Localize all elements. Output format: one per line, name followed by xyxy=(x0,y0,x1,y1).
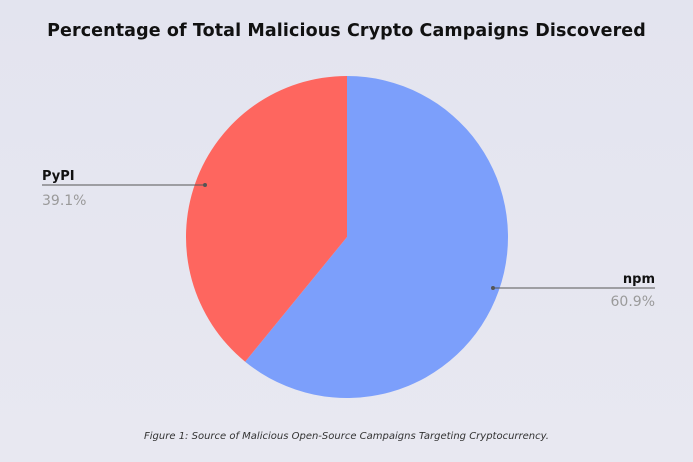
pie-slice-npm xyxy=(245,76,508,398)
pie-slice-pypi xyxy=(185,76,347,362)
pie-slices xyxy=(185,76,508,398)
slice-percent-pypi: 39.1% xyxy=(42,193,86,209)
leader-dot-npm xyxy=(491,286,495,290)
slice-percent-npm: 60.9% xyxy=(611,294,655,310)
slice-label-npm: npm xyxy=(623,272,655,287)
slice-label-pypi: PyPI xyxy=(42,169,75,184)
leader-dot-pypi xyxy=(203,183,207,187)
pie-labels: npm 60.9% PyPI 39.1% xyxy=(42,169,655,310)
chart-title: Percentage of Total Malicious Crypto Cam… xyxy=(47,21,646,41)
figure-caption: Figure 1: Source of Malicious Open-Sourc… xyxy=(144,431,549,442)
